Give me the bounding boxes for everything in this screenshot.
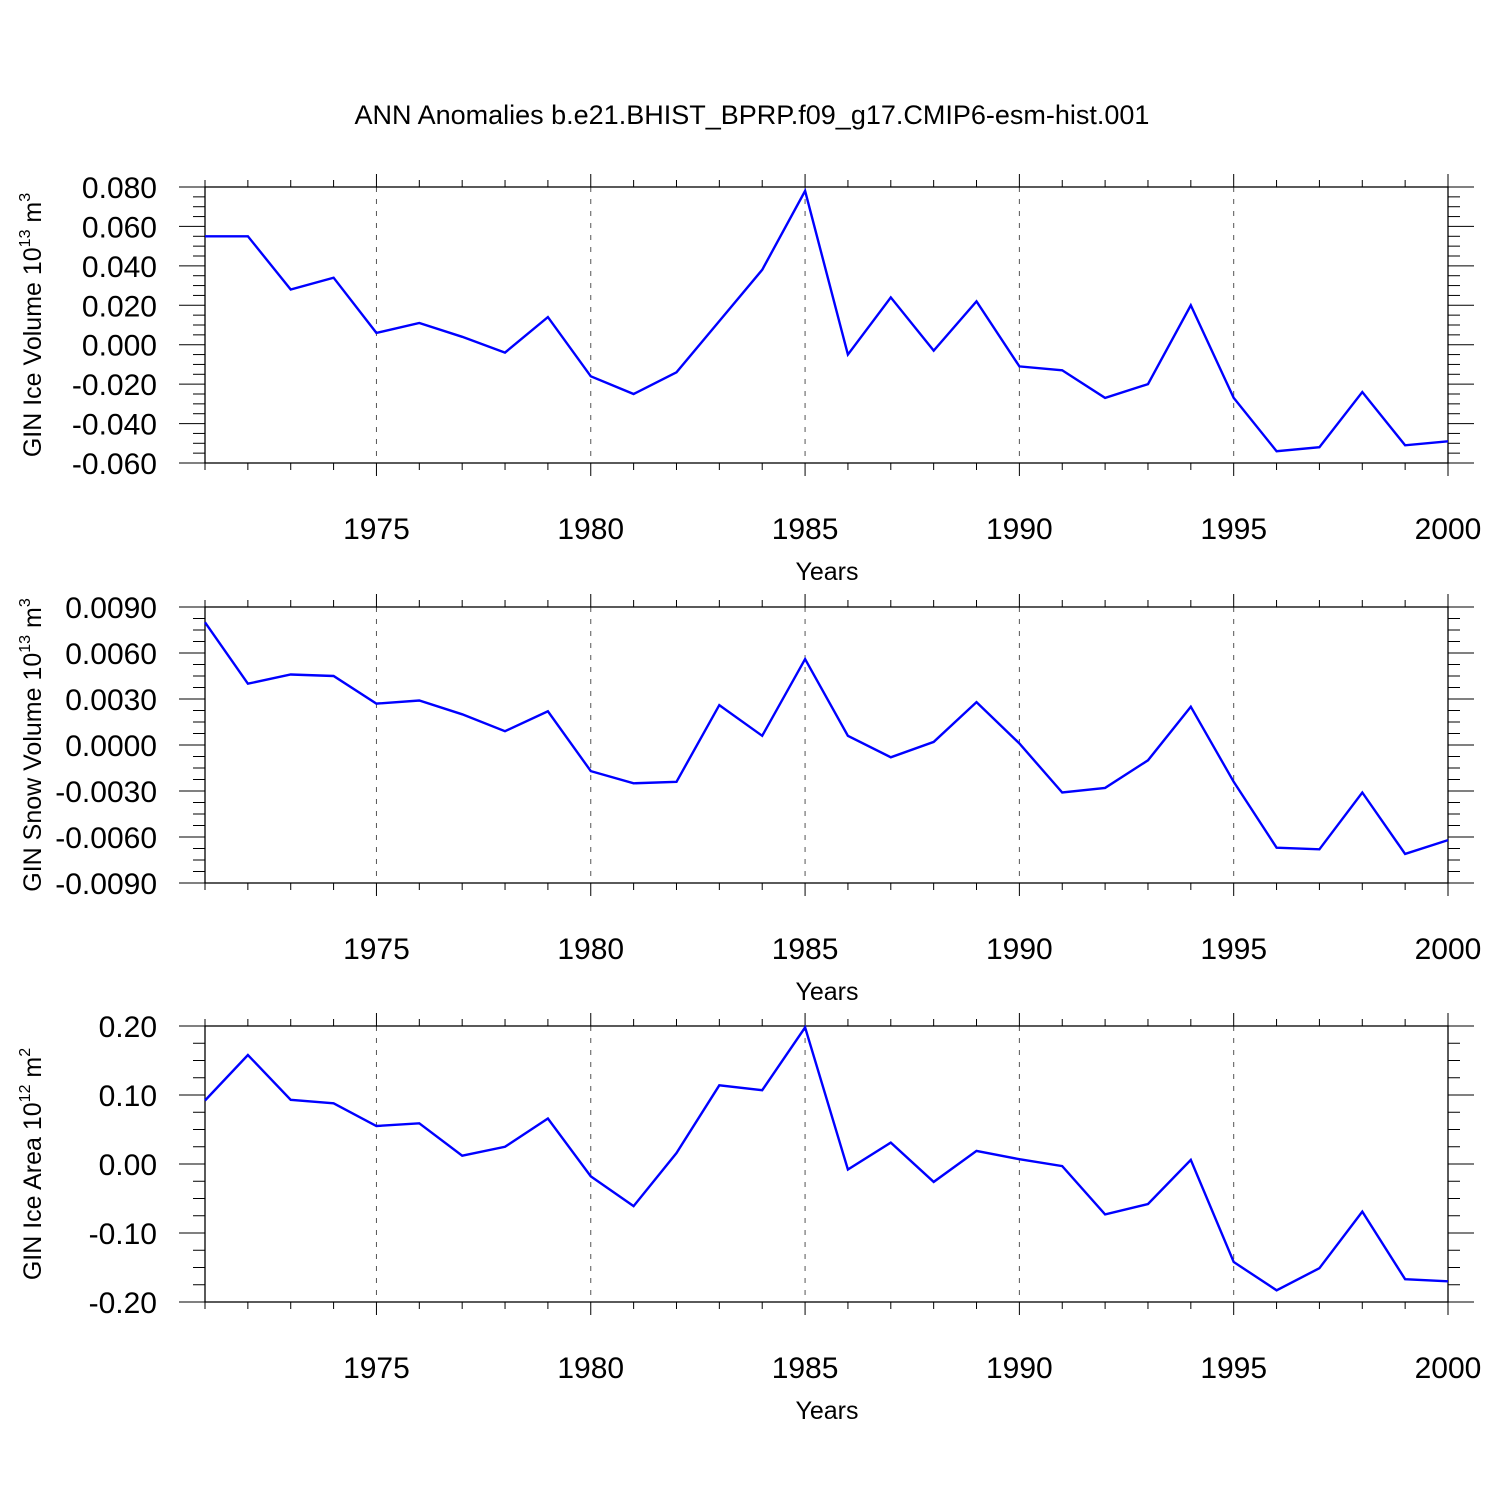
y-tick-label: -0.040 — [72, 409, 157, 442]
x-tick-label: 1990 — [986, 1352, 1053, 1385]
x-tick-label: 1975 — [343, 1352, 410, 1385]
y-tick-label: -0.20 — [89, 1287, 157, 1320]
plot-frame — [204, 1025, 1449, 1303]
y-tick-label: 0.0090 — [65, 592, 157, 625]
y-tick-label: -0.0090 — [55, 868, 157, 901]
y-tick-label: -0.020 — [72, 369, 157, 402]
x-tick-label: 1995 — [1200, 1352, 1267, 1385]
y-tick-label: -0.0030 — [55, 776, 157, 809]
y-tick-label: -0.060 — [72, 448, 157, 481]
x-tick-label: 1980 — [557, 1352, 624, 1385]
x-tick-label: 1985 — [772, 513, 839, 546]
x-tick-label: 2000 — [1415, 513, 1482, 546]
x-tick-label: 1995 — [1200, 933, 1267, 966]
x-axis-label: Years — [795, 978, 858, 1006]
y-tick-label: 0.060 — [82, 211, 157, 244]
y-tick-label: 0.0000 — [65, 730, 157, 763]
x-tick-label: 1985 — [772, 1352, 839, 1385]
y-tick-label: 0.000 — [82, 330, 157, 363]
y-axis-label: GIN Snow Volume 1013 m3 — [17, 598, 47, 892]
y-tick-label: 0.0030 — [65, 684, 157, 717]
y-tick-label: 0.10 — [99, 1080, 157, 1113]
x-tick-label: 2000 — [1415, 933, 1482, 966]
x-tick-label: 1990 — [986, 933, 1053, 966]
y-tick-label: 0.080 — [82, 172, 157, 205]
y-tick-label: -0.10 — [89, 1218, 157, 1251]
plot-frame — [204, 186, 1449, 464]
panels: 0.080 0.060 0.040 0.020 0.000 -0.020 -0.040 -0.… — [17, 172, 1481, 1425]
y-axis-label: GIN Ice Volume 1013 m3 — [17, 193, 47, 457]
chart-panel-2: 0.0090 0.0060 0.0030 0.0000 -0.0030 -0.0060 -0… — [17, 592, 1481, 1006]
y-tick-label: 0.00 — [99, 1149, 157, 1182]
x-axis-label: Years — [795, 1397, 858, 1425]
y-axis-label: GIN Ice Area 1012 m2 — [17, 1048, 47, 1280]
y-tick-label: -0.0060 — [55, 822, 157, 855]
chart-panel-3: 0.20 0.10 0.00 -0.10 -0.20 1975 1980 1985 1990 19… — [17, 1011, 1481, 1425]
x-tick-label: 1985 — [772, 933, 839, 966]
x-tick-label: 1975 — [343, 513, 410, 546]
plot-frame — [204, 606, 1449, 884]
x-tick-label: 1975 — [343, 933, 410, 966]
x-tick-label: 1980 — [557, 513, 624, 546]
series-line — [204, 621, 1449, 856]
x-axis-label: Years — [795, 558, 858, 586]
y-tick-label: 0.020 — [82, 290, 157, 323]
y-tick-label: 0.040 — [82, 251, 157, 284]
series-line — [205, 187, 1449, 453]
chart-panel-1: 0.080 0.060 0.040 0.020 0.000 -0.020 -0.040 -0.… — [17, 172, 1481, 586]
y-tick-label: 0.0060 — [65, 638, 157, 671]
series-line — [204, 1024, 1449, 1292]
x-tick-label: 2000 — [1415, 1352, 1482, 1385]
x-tick-label: 1980 — [557, 933, 624, 966]
x-tick-label: 1990 — [986, 513, 1053, 546]
y-tick-label: 0.20 — [99, 1011, 157, 1044]
x-tick-label: 1995 — [1200, 513, 1267, 546]
figure-title: ANN Anomalies b.e21.BHIST_BPRP.f09_g17.C… — [355, 100, 1150, 130]
